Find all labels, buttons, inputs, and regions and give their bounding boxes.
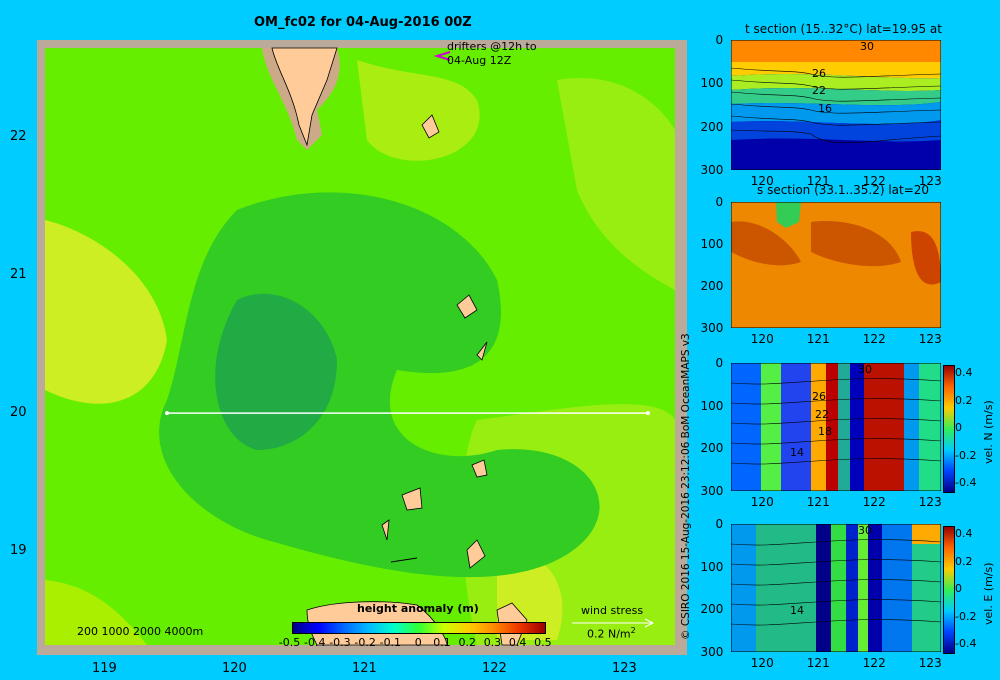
s-section-title: s section (33.1..35.2) lat=20	[757, 183, 930, 197]
main-x-tick: 122	[482, 661, 507, 676]
vel-colorbar-tick: 0	[955, 421, 962, 434]
main-y-tick: 22	[10, 128, 27, 144]
vel-colorbar-tick: 0	[955, 582, 962, 595]
t-contour-22: 22	[812, 84, 826, 97]
wind-stress-value: 0.2 N/m2	[587, 626, 636, 641]
colorbar-tick: 0	[414, 636, 422, 649]
main-x-tick: 123	[612, 661, 637, 676]
panel-y-tick: 0	[715, 517, 724, 531]
panel-y-tick: 200	[700, 119, 724, 134]
t-contour-16: 16	[818, 102, 832, 115]
section-line-layer	[165, 411, 650, 416]
colorbar-tick: -0.4	[304, 636, 326, 649]
vel-colorbar-tick: 0.4	[955, 366, 973, 379]
panel-y-tick: 0	[715, 195, 724, 209]
e-contour-30: 30	[858, 524, 872, 537]
main-y-tick: 21	[10, 266, 27, 282]
wind-stress-label: wind stress	[581, 604, 644, 617]
vel-n-label: vel. N (m/s)	[982, 400, 995, 464]
panel-x-tick: 120	[750, 495, 774, 509]
colorbar-label: height anomaly (m)	[357, 602, 479, 615]
vel-colorbar-tick: 0.2	[955, 554, 973, 568]
colorbar-tick: 0.4	[508, 636, 527, 649]
main-x-tick: 121	[352, 661, 377, 676]
t-contour-26: 26	[812, 67, 826, 80]
height-anomaly-colorbar	[292, 622, 546, 634]
panel-x-tick: 121	[806, 495, 830, 509]
panel-y-tick: 300	[700, 321, 724, 335]
panel-x-tick: 122	[862, 174, 886, 188]
vel-colorbar-tick: 0.4	[955, 527, 973, 540]
panel-y-tick: 200	[700, 602, 724, 617]
colorbar-tick: 0.3	[483, 636, 502, 649]
panel-x-tick: 123	[918, 332, 942, 346]
colorbar-tick: -0.5	[278, 636, 301, 649]
panel-x-tick: 123	[918, 174, 942, 188]
main-x-tick: 120	[222, 661, 247, 676]
vel-colorbar-tick: -0.4	[955, 476, 977, 489]
n-contour-14: 14	[790, 446, 804, 459]
n-contour-26: 26	[812, 390, 826, 403]
panel-y-tick: 100	[700, 76, 724, 91]
t-contour-30: 30	[860, 40, 874, 53]
panel-y-tick: 0	[715, 33, 724, 47]
vel-n-panel	[731, 363, 941, 491]
vel-colorbar-tick: -0.2	[955, 609, 977, 623]
depth-legend: 200 1000 2000 4000m	[77, 625, 204, 638]
s-section-panel	[731, 202, 941, 328]
colorbar-tick: -0.1	[379, 636, 402, 649]
panel-x-tick: 122	[862, 495, 886, 509]
vel-n-colorbar	[943, 365, 955, 493]
main-y-tick: 20	[10, 405, 27, 421]
panel-x-tick: 120	[750, 332, 774, 346]
vel-colorbar-tick: 0.2	[955, 393, 973, 407]
panel-x-tick: 122	[862, 656, 886, 670]
panel-y-tick: 100	[700, 237, 724, 251]
e-contour-14: 14	[790, 604, 804, 617]
panel-x-tick: 123	[918, 656, 942, 670]
vel-colorbar-tick: -0.4	[955, 637, 977, 650]
panel-y-tick: 0	[715, 356, 724, 370]
panel-y-tick: 300	[700, 163, 724, 177]
credit-text: © CSIRO 2016 15-Aug-2016 23:12:06 BoM Oc…	[680, 333, 692, 640]
drifters-label-2: 04-Aug 12Z	[447, 54, 512, 67]
panel-x-tick: 120	[750, 656, 774, 670]
panel-x-tick: 121	[806, 656, 830, 670]
n-contour-18: 18	[818, 425, 832, 438]
panel-y-tick: 100	[700, 398, 724, 413]
section-line-end	[165, 411, 169, 416]
vel-e-label: vel. E (m/s)	[982, 562, 995, 625]
panel-y-tick: 300	[700, 484, 724, 498]
panel-y-tick: 100	[700, 559, 724, 574]
vel-colorbar-tick: -0.2	[955, 448, 977, 462]
main-map	[37, 40, 687, 655]
panel-x-tick: 121	[806, 332, 830, 346]
drifters-label-1: drifters @12h to	[447, 40, 537, 53]
colorbar-tick: 0.1	[433, 636, 451, 649]
panel-y-tick: 300	[700, 645, 724, 659]
panel-x-tick: 121	[806, 174, 830, 188]
panel-x-tick: 120	[750, 174, 774, 188]
t-section-panel	[731, 40, 941, 170]
panel-y-tick: 200	[700, 441, 724, 456]
colorbar-tick: 0.2	[458, 636, 477, 649]
vel-e-colorbar	[943, 526, 955, 654]
colorbar-tick: 0.5	[534, 636, 552, 649]
panel-x-tick: 123	[918, 495, 942, 509]
panel-y-tick: 200	[700, 279, 724, 293]
t-section-title: t section (15..32°C) lat=19.95 at	[745, 22, 942, 36]
map-title: OM_fc02 for 04-Aug-2016 00Z	[254, 15, 472, 30]
vel-e-panel	[731, 524, 941, 652]
panel-x-tick: 122	[862, 332, 886, 346]
section-line-end	[646, 411, 650, 416]
n-contour-22: 22	[815, 408, 829, 421]
colorbar-tick: -0.2	[354, 636, 376, 649]
colorbar-tick: -0.3	[329, 636, 351, 649]
n-contour-30: 30	[858, 363, 872, 376]
main-y-tick: 19	[10, 543, 27, 559]
main-x-tick: 119	[92, 661, 117, 676]
